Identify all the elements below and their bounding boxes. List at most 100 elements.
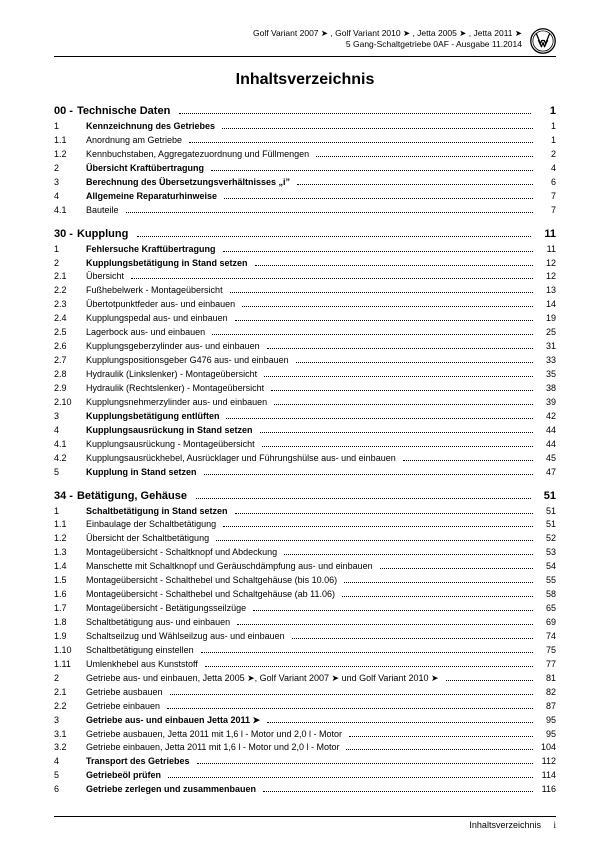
toc-entry: 5Getriebeöl prüfen114 [54, 769, 556, 783]
header-line-2: 5 Gang-Schaltgetriebe 0AF - Ausgabe 11.2… [253, 39, 522, 50]
header-line-1: Golf Variant 2007 ➤ , Golf Variant 2010 … [253, 28, 522, 39]
section-page: 51 [536, 490, 556, 502]
leader-dots [205, 661, 533, 667]
entry-page: 114 [536, 769, 556, 783]
entry-page: 6 [536, 176, 556, 190]
entry-title: Kupplung in Stand setzen [86, 466, 201, 480]
entry-page: 44 [536, 424, 556, 438]
leader-dots [349, 730, 533, 736]
leader-dots [242, 301, 533, 307]
entry-title: Hydraulik (Linkslenker) - Montageübersic… [86, 368, 261, 382]
toc-entry: 2.5Lagerbock aus- und einbauen25 [54, 326, 556, 340]
entry-number: 1.2 [54, 532, 86, 546]
entry-number: 4 [54, 755, 86, 769]
leader-dots [284, 549, 533, 555]
entry-page: 75 [536, 644, 556, 658]
leader-dots [316, 151, 533, 157]
toc-entry: 1.6Montageübersicht - Schalthebel und Sc… [54, 588, 556, 602]
entry-number: 5 [54, 769, 86, 783]
entry-title: Kupplungsausrückung - Montageübersicht [86, 438, 259, 452]
section-code: 34 - [54, 490, 73, 502]
toc-entry: 1.7Montageübersicht - Betätigungsseilzüg… [54, 602, 556, 616]
toc-entry: 1.4Manschette mit Schaltknopf und Geräus… [54, 560, 556, 574]
entry-number: 1 [54, 120, 86, 134]
leader-dots [342, 591, 533, 597]
leader-dots [196, 490, 531, 498]
entry-number: 2.6 [54, 340, 86, 354]
entry-page: 55 [536, 574, 556, 588]
entry-title: Anordnung am Getriebe [86, 134, 186, 148]
leader-dots [168, 772, 533, 778]
entry-title: Berechnung des Übersetzungsverhältnisses… [86, 176, 294, 190]
entry-page: 52 [536, 532, 556, 546]
footer-page-number: i [553, 820, 556, 830]
entry-page: 12 [536, 257, 556, 271]
entry-number: 1.8 [54, 616, 86, 630]
entry-number: 6 [54, 783, 86, 797]
leader-dots [297, 178, 533, 184]
entry-title: Kupplungsausrückhebel, Ausrücklager und … [86, 452, 400, 466]
leader-dots [223, 521, 533, 527]
entry-page: 53 [536, 546, 556, 560]
entry-title: Getriebe zerlegen und zusammenbauen [86, 783, 260, 797]
entry-title: Montageübersicht - Schaltknopf und Abdec… [86, 546, 281, 560]
toc-entry: 3Kupplungsbetätigung entlüften42 [54, 410, 556, 424]
entry-title: Umlenkhebel aus Kunststoff [86, 658, 202, 672]
entry-title: Montageübersicht - Schalthebel und Schal… [86, 588, 339, 602]
leader-dots [260, 426, 533, 432]
leader-dots [126, 206, 533, 212]
entry-page: 47 [536, 466, 556, 480]
entry-title: Übersicht [86, 270, 128, 284]
entry-number: 2.1 [54, 270, 86, 284]
entry-page: 2 [536, 148, 556, 162]
toc-entry: 3Berechnung des Übersetzungsverhältnisse… [54, 176, 556, 190]
header-text: Golf Variant 2007 ➤ , Golf Variant 2010 … [253, 28, 522, 51]
entry-page: 35 [536, 368, 556, 382]
entry-page: 1 [536, 134, 556, 148]
toc-entry: 2.2Fußhebelwerk - Montageübersicht13 [54, 284, 556, 298]
toc-entry: 2.1Übersicht12 [54, 270, 556, 284]
leader-dots [264, 371, 533, 377]
entry-title: Montageübersicht - Betätigungsseilzüge [86, 602, 250, 616]
entry-title: Kupplungsnehmerzylinder aus- und einbaue… [86, 396, 271, 410]
toc-entry: 3Getriebe aus- und einbauen Jetta 2011 ➤… [54, 714, 556, 728]
toc-entry: 5Kupplung in Stand setzen47 [54, 466, 556, 480]
toc-entry: 4Allgemeine Reparaturhinweise7 [54, 190, 556, 204]
section-code: 30 - [54, 228, 73, 240]
entry-number: 1.3 [54, 546, 86, 560]
entry-number: 1.2 [54, 148, 86, 162]
entry-number: 2.3 [54, 298, 86, 312]
entry-title: Kupplungspositionsgeber G476 aus- und ei… [86, 354, 293, 368]
entry-number: 1.9 [54, 630, 86, 644]
entry-page: 95 [536, 728, 556, 742]
entry-number: 4 [54, 424, 86, 438]
leader-dots [211, 165, 533, 171]
entry-number: 3 [54, 410, 86, 424]
entry-page: 69 [536, 616, 556, 630]
entry-page: 82 [536, 686, 556, 700]
leader-dots [380, 563, 533, 569]
toc-entry: 1.2Kennbuchstaben, Aggregatezuordnung un… [54, 148, 556, 162]
leader-dots [274, 399, 533, 405]
leader-dots [189, 137, 533, 143]
toc-entry: 1.3Montageübersicht - Schaltknopf und Ab… [54, 546, 556, 560]
toc-entry: 2.8Hydraulik (Linkslenker) - Montageüber… [54, 368, 556, 382]
page-footer: Inhaltsverzeichnis i [54, 816, 556, 830]
entry-page: 31 [536, 340, 556, 354]
entry-title: Montageübersicht - Schalthebel und Schal… [86, 574, 341, 588]
entry-page: 13 [536, 284, 556, 298]
entry-title: Lagerbock aus- und einbauen [86, 326, 209, 340]
entry-title: Getriebe aus- und einbauen Jetta 2011 ➤ [86, 714, 264, 728]
leader-dots [292, 633, 533, 639]
entry-title: Übertotpunktfeder aus- und einbauen [86, 298, 239, 312]
toc-entry: 1Fehlersuche Kraftübertragung11 [54, 243, 556, 257]
entry-title: Getriebe ausbauen [86, 686, 167, 700]
toc-entry: 3.2Getriebe einbauen, Jetta 2011 mit 1,6… [54, 741, 556, 755]
leader-dots [201, 647, 533, 653]
toc-entry: 2.9Hydraulik (Rechtslenker) - Montageübe… [54, 382, 556, 396]
section-code: 00 - [54, 105, 73, 117]
entry-page: 44 [536, 438, 556, 452]
toc-entry: 2.10Kupplungsnehmerzylinder aus- und ein… [54, 396, 556, 410]
entry-number: 2.7 [54, 354, 86, 368]
entry-page: 4 [536, 162, 556, 176]
